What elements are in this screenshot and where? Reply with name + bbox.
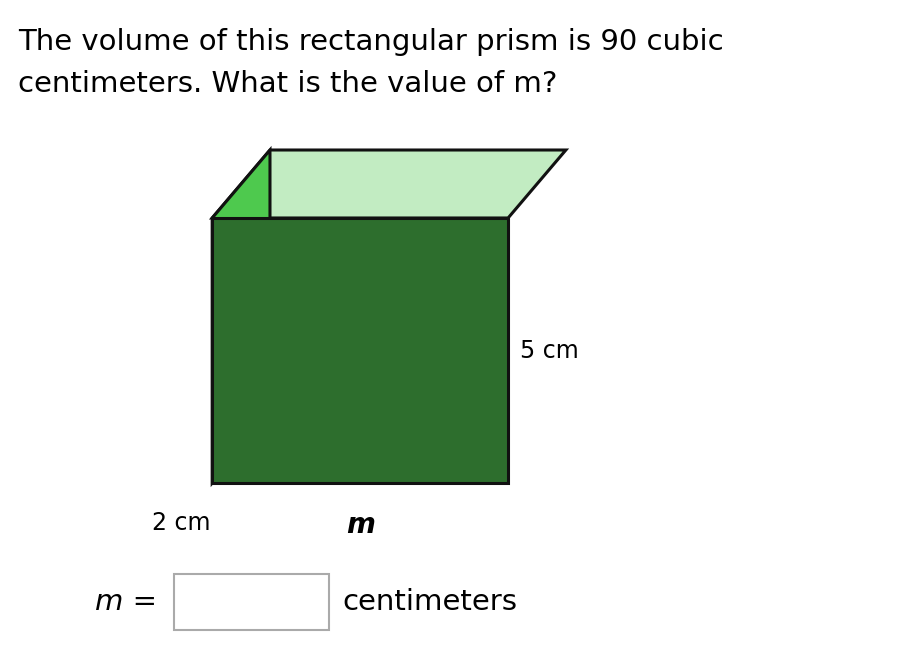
Text: 2 cm: 2 cm bbox=[152, 511, 211, 535]
Text: 5 cm: 5 cm bbox=[520, 338, 578, 362]
Text: The volume of this rectangular prism is 90 cubic: The volume of this rectangular prism is … bbox=[18, 28, 723, 56]
Text: centimeters. What is the value of m?: centimeters. What is the value of m? bbox=[18, 70, 557, 98]
Text: m =: m = bbox=[94, 588, 157, 616]
Polygon shape bbox=[213, 150, 565, 218]
Polygon shape bbox=[213, 218, 508, 483]
Text: m: m bbox=[346, 511, 374, 539]
FancyBboxPatch shape bbox=[175, 574, 329, 630]
Polygon shape bbox=[213, 150, 270, 483]
Text: centimeters: centimeters bbox=[343, 588, 517, 616]
